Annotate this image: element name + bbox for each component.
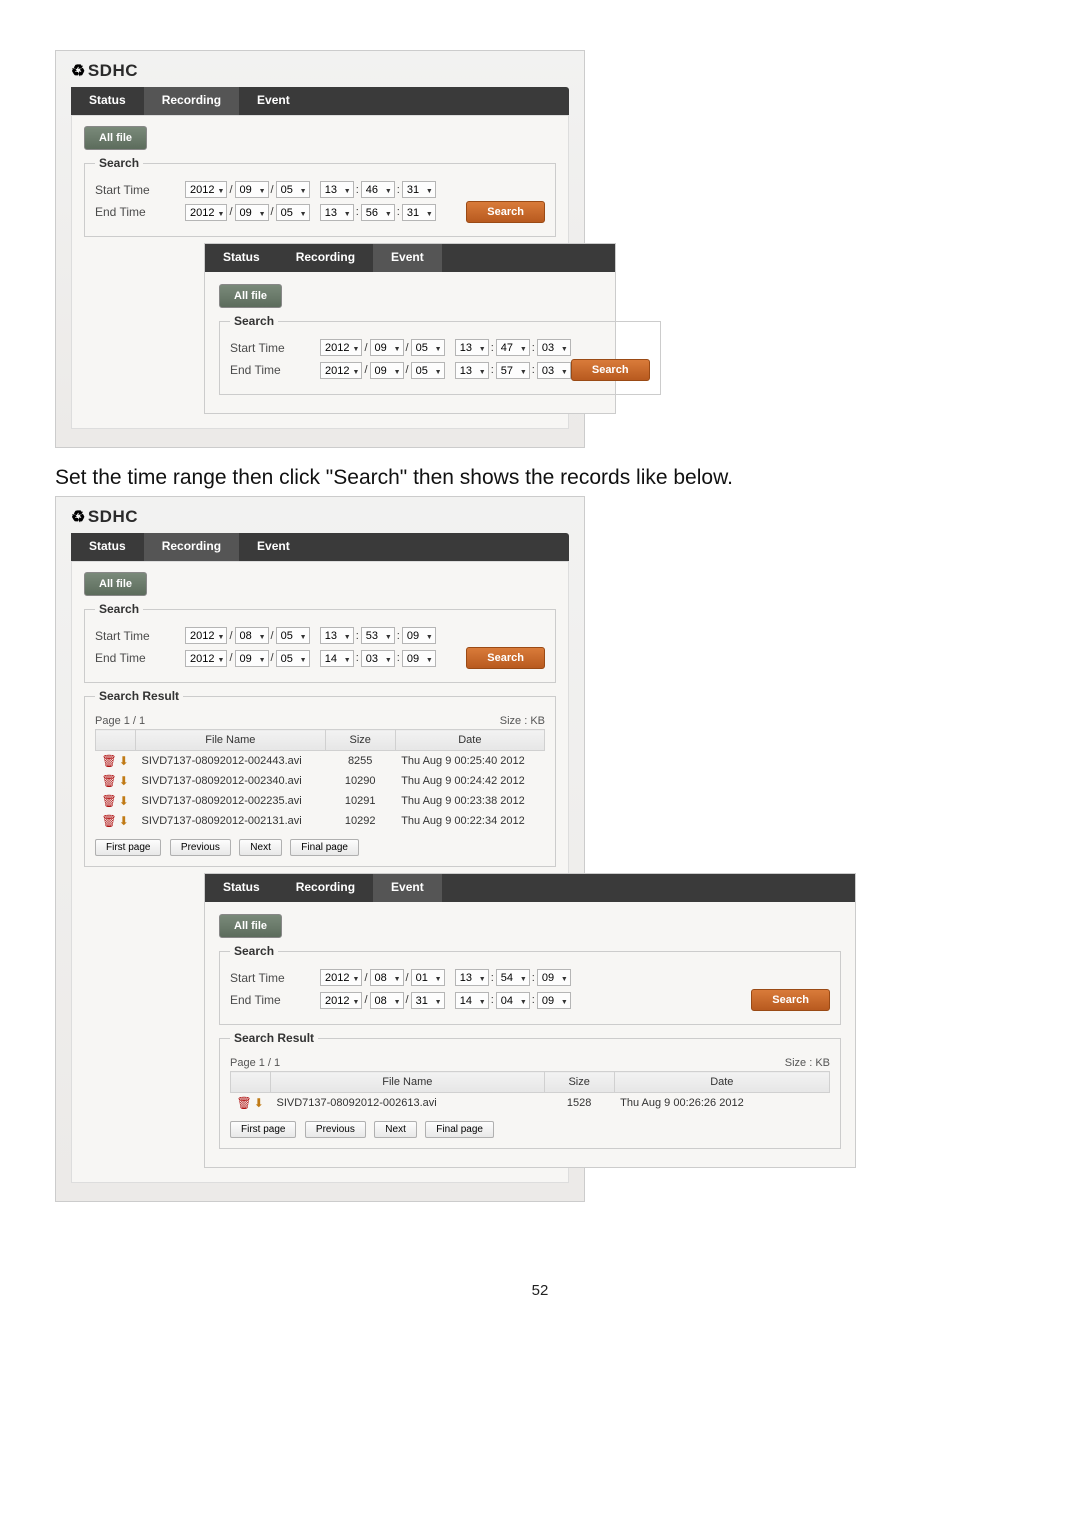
tab2-status[interactable]: Status <box>71 533 144 561</box>
tab-recording[interactable]: Recording <box>144 87 239 115</box>
delete-icon[interactable]: 🗑 <box>102 754 117 768</box>
date-cell: Thu Aug 9 00:26:26 2012 <box>614 1093 829 1114</box>
brand-logo: SDHC <box>71 61 569 81</box>
search-legend: Search <box>95 156 143 170</box>
tab2-event[interactable]: Event <box>239 533 308 561</box>
download-icon[interactable]: ⬇ <box>119 794 129 808</box>
search-button-2[interactable]: Search <box>466 647 545 669</box>
inset-tab-bar: Status Recording Event <box>205 244 615 272</box>
prev-page-button[interactable]: Previous <box>170 839 231 856</box>
panel-body: All file Search Start Time 2012/ 09/ 05 … <box>71 115 569 429</box>
start-row: Start Time 2012/ 09/ 05 13: 46: 31 <box>95 181 545 198</box>
inset-panel: Status Recording Event All file Search S… <box>204 243 616 414</box>
table-row: 🗑⬇ SIVD7137-08092012-002443.avi8255Thu Au… <box>96 751 545 772</box>
brand-logo-2: SDHC <box>71 507 569 527</box>
end-day-select[interactable]: 05 <box>276 204 310 221</box>
download-icon[interactable]: ⬇ <box>119 774 129 788</box>
delete-icon[interactable]: 🗑 <box>102 774 117 788</box>
page-number: 52 <box>55 1282 1025 1299</box>
inset-search-fieldset: Search Start Time 2012/ 09/ 05 13: 47: 0… <box>219 314 661 395</box>
start-year-select[interactable]: 2012 <box>185 181 227 198</box>
size-cell: 8255 <box>325 751 395 772</box>
end-month-select[interactable]: 09 <box>235 204 269 221</box>
file-name-cell: SIVD7137-08092012-002235.avi <box>136 791 326 811</box>
inset-allfile-button[interactable]: All file <box>219 284 282 308</box>
inset-panel-body: All file Search Start Time 2012/ 09/ 05 … <box>205 272 615 413</box>
instruction-text: Set the time range then click "Search" t… <box>55 466 1025 490</box>
start-hour-select[interactable]: 13 <box>320 181 354 198</box>
final-page-button[interactable]: Final page <box>290 839 359 856</box>
date-cell: Thu Aug 9 00:23:38 2012 <box>395 791 544 811</box>
end-year-select[interactable]: 2012 <box>185 204 227 221</box>
date-cell: Thu Aug 9 00:25:40 2012 <box>395 751 544 772</box>
inset-start-label: Start Time <box>230 341 320 355</box>
size-unit: Size : KB <box>500 715 545 727</box>
inset-tab-status[interactable]: Status <box>205 244 278 272</box>
file-name-cell: SIVD7137-08092012-002131.avi <box>136 811 326 831</box>
start-day-select[interactable]: 05 <box>276 181 310 198</box>
date-cell: Thu Aug 9 00:22:34 2012 <box>395 811 544 831</box>
start-month-select[interactable]: 09 <box>235 181 269 198</box>
search-fieldset: Search Start Time 2012/ 09/ 05 13: 46: 3… <box>84 156 556 237</box>
allfile-button-2[interactable]: All file <box>84 572 147 596</box>
start-min-select[interactable]: 46 <box>361 181 395 198</box>
screenshot-search-1: SDHC Status Recording Event All file Sea… <box>55 50 585 448</box>
first-page-button[interactable]: First page <box>95 839 161 856</box>
tab2-recording[interactable]: Recording <box>144 533 239 561</box>
tab-bar: Status Recording Event <box>71 87 569 115</box>
table-row: 🗑⬇ SIVD7137-08092012-002131.avi10292Thu A… <box>96 811 545 831</box>
end-label: End Time <box>95 205 185 219</box>
inset-search-button[interactable]: Search <box>571 359 650 381</box>
download-icon[interactable]: ⬇ <box>119 754 129 768</box>
result-table: File Name Size Date 🗑⬇SIVD7137-08092012-… <box>95 729 545 831</box>
start-sec-select[interactable]: 31 <box>402 181 436 198</box>
download-icon[interactable]: ⬇ <box>254 1096 264 1110</box>
table-row: 🗑⬇ SIVD7137-08092012-002340.avi10290Thu A… <box>96 771 545 791</box>
next-page-button[interactable]: Next <box>239 839 282 856</box>
inset-tab-event[interactable]: Event <box>373 244 442 272</box>
file-name-cell: SIVD7137-08092012-002340.avi <box>136 771 326 791</box>
screenshot-search-2: SDHC Status Recording Event All file Sea… <box>55 496 585 1202</box>
page-indicator: Page 1 / 1 <box>95 715 145 727</box>
delete-icon[interactable]: 🗑 <box>237 1096 252 1110</box>
inset-tab-recording[interactable]: Recording <box>278 244 373 272</box>
end-row: End Time 2012/ 09/ 05 13: 56: 31 Search <box>95 201 545 223</box>
inset-search-legend: Search <box>230 314 278 328</box>
file-name-cell: SIVD7137-08092012-002443.avi <box>136 751 326 772</box>
delete-icon[interactable]: 🗑 <box>102 814 117 828</box>
size-cell: 1528 <box>544 1093 614 1114</box>
inset-end-label: End Time <box>230 363 320 377</box>
allfile-button[interactable]: All file <box>84 126 147 150</box>
file-name-cell: SIVD7137-08092012-002613.avi <box>271 1093 545 1114</box>
date-cell: Thu Aug 9 00:24:42 2012 <box>395 771 544 791</box>
start-label: Start Time <box>95 183 185 197</box>
end-sec-select[interactable]: 31 <box>402 204 436 221</box>
table-row: 🗑⬇ SIVD7137-08092012-002235.avi10291Thu A… <box>96 791 545 811</box>
pager: First page Previous Next Final page <box>95 837 545 856</box>
size-cell: 10291 <box>325 791 395 811</box>
size-cell: 10290 <box>325 771 395 791</box>
search-button[interactable]: Search <box>466 201 545 223</box>
tab-status[interactable]: Status <box>71 87 144 115</box>
inset-panel-2: Status Recording Event All file Search S… <box>204 873 856 1168</box>
tab-event[interactable]: Event <box>239 87 308 115</box>
delete-icon[interactable]: 🗑 <box>102 794 117 808</box>
download-icon[interactable]: ⬇ <box>119 814 129 828</box>
size-cell: 10292 <box>325 811 395 831</box>
result-fieldset: Search Result Page 1 / 1 Size : KB File … <box>84 689 556 867</box>
table-row: 🗑⬇ SIVD7137-08092012-002613.avi1528Thu Au… <box>231 1093 830 1114</box>
end-hour-select[interactable]: 13 <box>320 204 354 221</box>
end-min-select[interactable]: 56 <box>361 204 395 221</box>
